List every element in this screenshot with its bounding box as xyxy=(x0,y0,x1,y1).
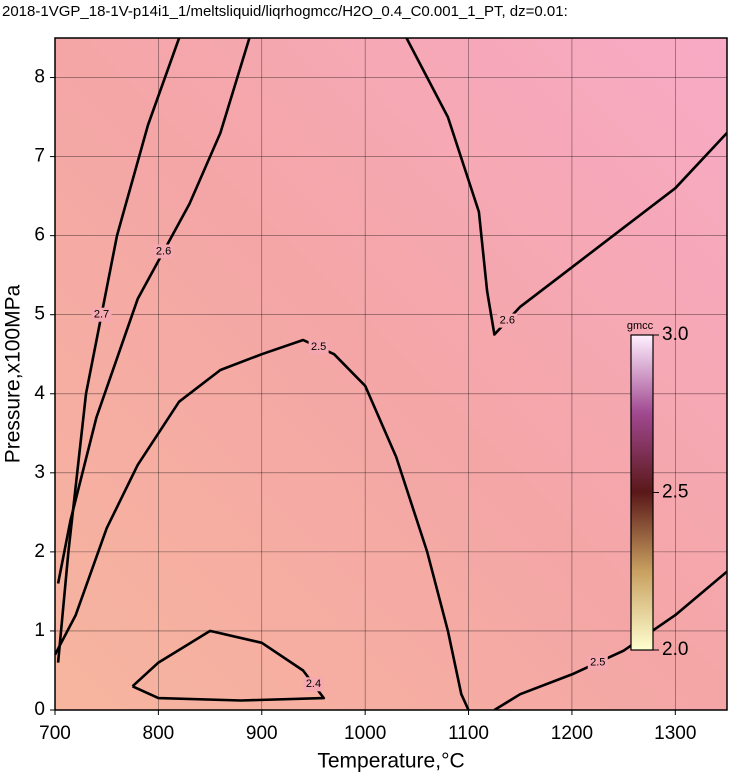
y-tick-label: 6 xyxy=(34,225,45,246)
colorbar-tick-label: 3.0 xyxy=(662,324,688,345)
x-tick-label: 800 xyxy=(143,723,175,744)
contour-label-bg xyxy=(303,677,324,692)
x-tick-label: 1000 xyxy=(344,723,386,744)
contour-label: 2.6 xyxy=(156,245,171,257)
contour-line xyxy=(131,629,326,702)
contour-label: 2.6 xyxy=(500,315,515,327)
contour-label-bg xyxy=(153,244,174,259)
contour-label-bg xyxy=(497,313,518,328)
colorbar xyxy=(630,334,654,651)
y-tick-label: 1 xyxy=(34,620,45,641)
contour-line xyxy=(55,338,470,710)
x-tick-label: 900 xyxy=(246,723,278,744)
colorbar-tick-label: 2.0 xyxy=(662,639,688,660)
contour-label: 2.5 xyxy=(590,656,605,668)
colorbar-label: gmcc xyxy=(627,320,654,332)
colorbar-tick-label: 2.5 xyxy=(662,482,688,503)
plot-frame xyxy=(54,37,728,711)
y-tick-label: 3 xyxy=(34,462,45,483)
x-tick-label: 700 xyxy=(39,723,71,744)
y-tick-label: 0 xyxy=(34,699,45,720)
contour-label-bg xyxy=(91,307,112,322)
contour-label: 2.7 xyxy=(94,309,109,321)
y-axis-label: Pressure,x100MPa xyxy=(2,284,25,463)
contour-label: 2.4 xyxy=(306,678,321,690)
plot-background xyxy=(55,38,727,710)
x-tick-label: 1100 xyxy=(448,723,489,744)
x-axis-label: Temperature,°C xyxy=(317,750,464,773)
x-tick-label: 1200 xyxy=(551,723,593,744)
plot-area: 2.7 2.6 2.5 2.4 2.6 2.5 xyxy=(55,38,727,710)
y-tick-label: 5 xyxy=(34,304,45,325)
contour-line xyxy=(56,38,251,584)
chart-title: 2018-1VGP_18-1V-p14i1_1/meltsliquid/liqr… xyxy=(2,3,568,20)
y-tick-label: 7 xyxy=(34,146,45,167)
x-tick-label: 1300 xyxy=(654,723,696,744)
y-tick-label: 2 xyxy=(34,541,45,562)
contour-label: 2.5 xyxy=(311,341,326,353)
contour-label-bg xyxy=(587,655,608,670)
contour-label-bg xyxy=(308,340,329,355)
y-tick-label: 8 xyxy=(34,67,45,88)
y-tick-label: 4 xyxy=(34,383,45,404)
